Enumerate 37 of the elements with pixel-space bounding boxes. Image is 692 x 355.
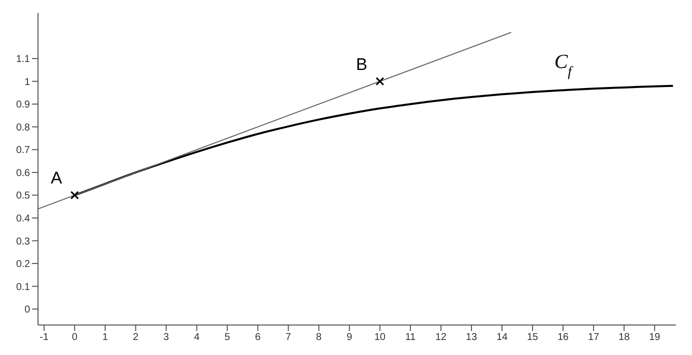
- x-tick-label: 3: [163, 332, 170, 344]
- x-tick-label: 4: [194, 332, 200, 344]
- x-tick-label: 14: [496, 332, 508, 344]
- y-tick-label: 1.1: [16, 54, 30, 66]
- y-tick-label: 1: [24, 76, 30, 88]
- x-tick-label: 13: [466, 332, 478, 344]
- y-tick-label: 0.9: [16, 100, 30, 111]
- x-tick-label: 10: [374, 332, 386, 344]
- y-tick-label: 0.6: [16, 168, 30, 179]
- x-tick-label: -1: [40, 332, 49, 344]
- x-tick-label: 19: [649, 332, 661, 344]
- series-label: B: [356, 54, 368, 74]
- x-tick-label: 7: [286, 332, 292, 344]
- series-label: C$_{f}$: [554, 51, 574, 80]
- x-tick-label: 18: [618, 332, 630, 344]
- y-tick-label: 0: [24, 304, 30, 316]
- x-tick-label: 1: [102, 332, 108, 344]
- x-tick-label: 5: [224, 332, 230, 344]
- x-tick-label: 0: [72, 332, 78, 344]
- x-tick-label: 15: [526, 332, 539, 344]
- line-series: [74, 84, 674, 196]
- y-tick-label: 0.5: [16, 190, 30, 202]
- x-tick-label: 9: [346, 332, 353, 344]
- x-tick-label: 2: [132, 332, 139, 344]
- x-tick-label: 11: [405, 332, 416, 344]
- x-tick-label: 8: [316, 332, 322, 344]
- x-tick-label: 17: [588, 332, 600, 344]
- y-tick-label: 0.4: [16, 214, 30, 225]
- y-tick-label: 0.3: [16, 236, 30, 248]
- x-tick-label: 16: [557, 332, 570, 344]
- y-tick-label: 0.8: [16, 122, 30, 134]
- y-tick-label: 0.1: [16, 282, 30, 293]
- series-label: A: [50, 168, 63, 188]
- x-tick-label: 12: [435, 332, 447, 344]
- y-tick-label: 0.2: [16, 259, 30, 270]
- x-tick-label: 6: [255, 332, 262, 344]
- y-tick-label: 0.7: [16, 145, 30, 156]
